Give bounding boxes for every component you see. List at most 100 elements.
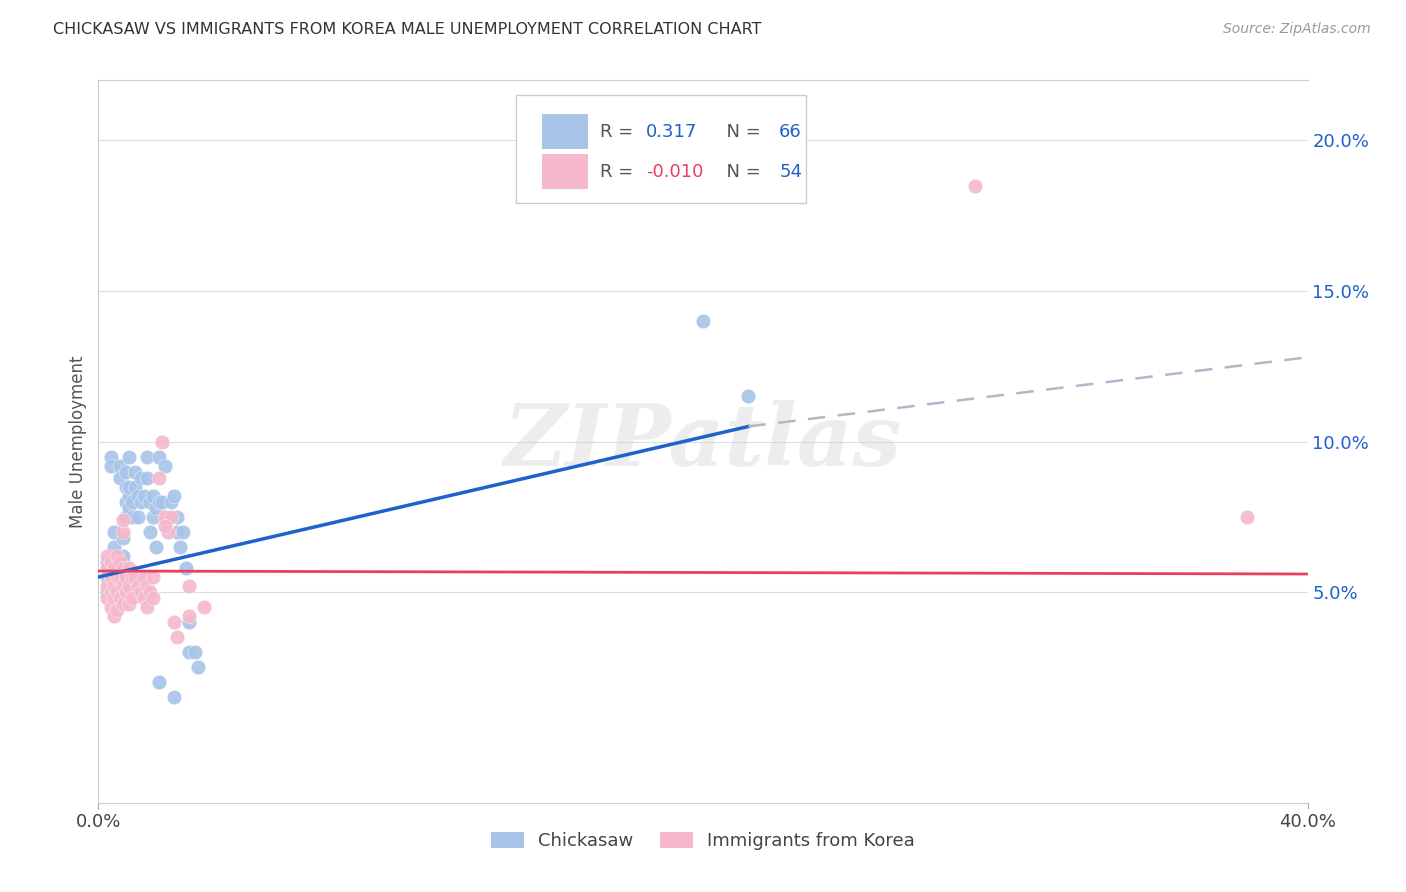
Point bbox=[142, 489, 165, 503]
Point bbox=[148, 494, 170, 508]
Point bbox=[96, 561, 118, 575]
Legend: Chickasaw, Immigrants from Korea: Chickasaw, Immigrants from Korea bbox=[482, 822, 924, 859]
Text: 0.317: 0.317 bbox=[647, 123, 697, 141]
Text: CHICKASAW VS IMMIGRANTS FROM KOREA MALE UNEMPLOYMENT CORRELATION CHART: CHICKASAW VS IMMIGRANTS FROM KOREA MALE … bbox=[53, 22, 762, 37]
Point bbox=[132, 591, 155, 606]
Point bbox=[96, 570, 118, 584]
Point bbox=[135, 470, 157, 484]
FancyBboxPatch shape bbox=[543, 154, 588, 189]
Point bbox=[737, 389, 759, 403]
Text: N =: N = bbox=[716, 163, 766, 181]
Point bbox=[129, 470, 152, 484]
Point bbox=[139, 494, 162, 508]
Point bbox=[100, 570, 122, 584]
Point bbox=[166, 630, 188, 644]
Point bbox=[121, 591, 143, 606]
Point bbox=[96, 591, 118, 606]
Point bbox=[103, 609, 125, 624]
Point bbox=[121, 494, 143, 508]
Point bbox=[153, 509, 176, 524]
Point bbox=[1236, 509, 1258, 524]
Point bbox=[121, 570, 143, 584]
Point bbox=[166, 509, 188, 524]
Point bbox=[111, 513, 134, 527]
Point bbox=[96, 549, 118, 563]
Point bbox=[108, 458, 131, 473]
Point bbox=[118, 489, 141, 503]
Point bbox=[172, 524, 194, 539]
Point bbox=[187, 660, 209, 674]
Point bbox=[153, 509, 176, 524]
Point bbox=[103, 579, 125, 593]
Point bbox=[153, 518, 176, 533]
Point bbox=[103, 524, 125, 539]
Point bbox=[105, 603, 128, 617]
Point bbox=[105, 579, 128, 593]
Point bbox=[132, 570, 155, 584]
Point bbox=[111, 597, 134, 611]
Point bbox=[114, 494, 136, 508]
Point bbox=[142, 509, 165, 524]
Point bbox=[114, 509, 136, 524]
Point bbox=[135, 600, 157, 615]
Point bbox=[103, 591, 125, 606]
Point bbox=[179, 609, 201, 624]
Point bbox=[111, 531, 134, 545]
Text: -0.010: -0.010 bbox=[647, 163, 703, 181]
Point bbox=[142, 570, 165, 584]
Point bbox=[105, 561, 128, 575]
Text: N =: N = bbox=[716, 123, 766, 141]
Point bbox=[105, 585, 128, 599]
Point bbox=[96, 555, 118, 569]
Point bbox=[163, 615, 186, 630]
Point bbox=[153, 458, 176, 473]
Point bbox=[100, 570, 122, 584]
Point bbox=[100, 555, 122, 569]
Point bbox=[160, 509, 183, 524]
Point bbox=[100, 600, 122, 615]
Point bbox=[145, 500, 167, 515]
Text: R =: R = bbox=[600, 163, 640, 181]
Point bbox=[174, 561, 197, 575]
Point bbox=[124, 570, 146, 584]
Point bbox=[965, 178, 987, 193]
Point bbox=[108, 591, 131, 606]
Point bbox=[108, 570, 131, 584]
Text: ZIPatlas: ZIPatlas bbox=[503, 400, 903, 483]
Y-axis label: Male Unemployment: Male Unemployment bbox=[69, 355, 87, 528]
Point bbox=[166, 524, 188, 539]
Point bbox=[108, 570, 131, 584]
Point bbox=[96, 585, 118, 599]
Point bbox=[111, 555, 134, 569]
Point bbox=[163, 690, 186, 705]
Point bbox=[148, 470, 170, 484]
Point bbox=[184, 645, 207, 659]
Point bbox=[118, 561, 141, 575]
Point bbox=[135, 579, 157, 593]
Point bbox=[132, 570, 155, 584]
Point bbox=[148, 450, 170, 464]
Point bbox=[100, 458, 122, 473]
Text: 66: 66 bbox=[779, 123, 801, 141]
Point bbox=[103, 579, 125, 593]
Point bbox=[179, 579, 201, 593]
Point bbox=[118, 480, 141, 494]
Point bbox=[118, 579, 141, 593]
Point bbox=[148, 675, 170, 690]
Point bbox=[105, 570, 128, 584]
Point bbox=[111, 561, 134, 575]
Point bbox=[145, 540, 167, 554]
Point bbox=[100, 450, 122, 464]
Point bbox=[150, 494, 173, 508]
Point bbox=[179, 645, 201, 659]
Point bbox=[139, 585, 162, 599]
Point bbox=[111, 579, 134, 593]
Point bbox=[156, 524, 179, 539]
Point bbox=[692, 314, 714, 328]
Point bbox=[103, 561, 125, 575]
Point bbox=[114, 480, 136, 494]
Point bbox=[124, 465, 146, 479]
Point bbox=[193, 600, 215, 615]
Point bbox=[169, 540, 191, 554]
Point bbox=[129, 585, 152, 599]
